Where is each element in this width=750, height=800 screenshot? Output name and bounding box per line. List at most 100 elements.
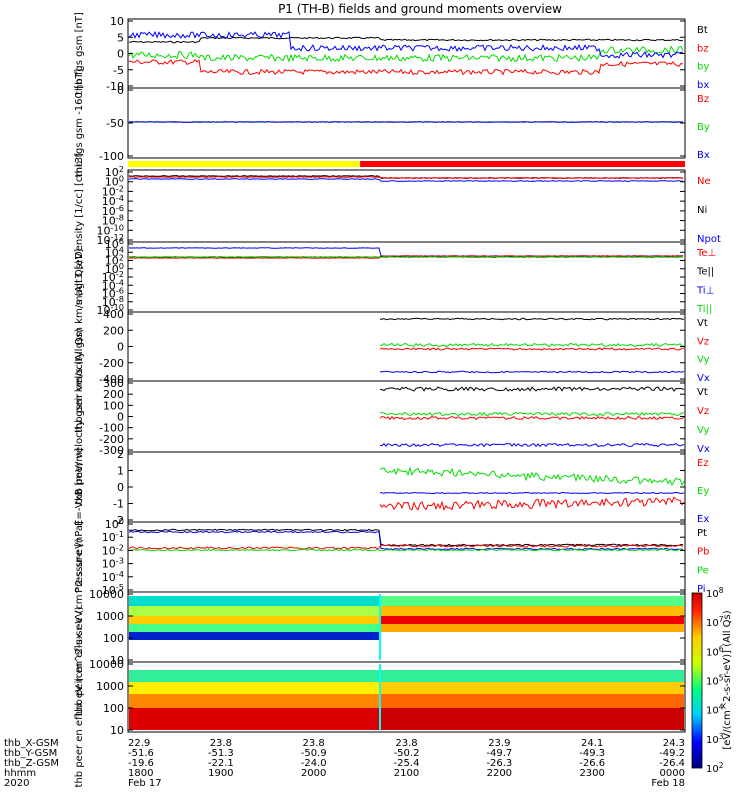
colorbar-tick: 108 bbox=[706, 586, 724, 600]
legend-Pt: Pt bbox=[697, 528, 707, 539]
heatmap-band bbox=[380, 694, 684, 708]
y-axis-label: magt3 [eV] bbox=[74, 249, 85, 306]
panel-10: 10000 1000 100 10 thb peir en eflux eV (cm^2… bbox=[74, 538, 686, 716]
heatmap-band bbox=[129, 616, 380, 624]
legend-Pb: Pb bbox=[697, 547, 709, 558]
trace-red bbox=[128, 176, 683, 179]
y-tick-label: 10 bbox=[110, 724, 124, 737]
x-tick-value: 1900 bbox=[208, 768, 233, 779]
x-tick-value: 1800 bbox=[128, 768, 153, 779]
trace-black bbox=[128, 36, 684, 44]
y-tick-label: 300 bbox=[103, 377, 124, 390]
x-tick-value: -19.6 bbox=[128, 758, 154, 769]
y-tick-label: -50 bbox=[106, 117, 124, 130]
x-axis-table: thb_X-GSM 22.9 23.8 23.8 23.8 23.9 24.1 24.3 thb… bbox=[4, 738, 685, 789]
legend-Bz: Bz bbox=[697, 94, 709, 105]
trace-blue bbox=[128, 178, 684, 182]
colorbar-label: [eV/(cm^2-s-sr-eV)] (All Qs) bbox=[722, 610, 733, 749]
legend-Ti||: Ti|| bbox=[696, 304, 712, 315]
figure-title: P1 (TH-B) fields and ground moments over… bbox=[278, 2, 562, 16]
legend-Vz: Vz bbox=[697, 336, 709, 347]
x-tick-value: -49.2 bbox=[659, 748, 685, 759]
x-year: 2020 bbox=[4, 778, 29, 789]
colorbar-tick: 102 bbox=[706, 761, 724, 775]
trace-red bbox=[379, 347, 685, 351]
y-tick-label: 0 bbox=[117, 411, 124, 424]
y-tick-label: -100 bbox=[99, 150, 124, 163]
legend-Vt: Vt bbox=[697, 318, 708, 329]
state-bar-yellow bbox=[128, 161, 361, 167]
legend-Ti⊥: Ti⊥ bbox=[696, 285, 714, 296]
y-axis-label: Pressure [nPa] bbox=[74, 521, 85, 593]
trace-black bbox=[379, 317, 685, 321]
y-tick-label: 5 bbox=[117, 31, 124, 44]
x-tick-value: 0000 bbox=[660, 768, 685, 779]
x-tick-value: -26.6 bbox=[579, 758, 605, 769]
x-tick-value: -24.0 bbox=[301, 758, 327, 769]
legend-Vx: Vx bbox=[697, 444, 710, 455]
y-tick-label: -200 bbox=[99, 357, 124, 370]
heatmap-band bbox=[129, 624, 380, 632]
heatmap-band bbox=[129, 682, 380, 694]
legend-Bx: Bx bbox=[697, 150, 710, 161]
legend-bz: bz bbox=[697, 43, 709, 54]
trace-blue bbox=[128, 530, 684, 551]
panel-11: 10000 1000 100 10 thb peer en eflux eV (cm^2… bbox=[74, 606, 686, 787]
y-tick-label: 0 bbox=[117, 48, 124, 61]
heatmap-band bbox=[129, 670, 380, 682]
y-axis-label: thb peer velocity gsm km/s (All Qs) bbox=[74, 328, 85, 504]
y-tick-label: 2 bbox=[117, 448, 124, 461]
y-axis-label: thb peir en eflux eV (cm^2-s-sr-eV) bbox=[74, 538, 85, 716]
x-tick-value: 2200 bbox=[487, 768, 512, 779]
y-tick-label: 1000 bbox=[96, 680, 124, 693]
x-tick-value: 2300 bbox=[579, 768, 604, 779]
legend-Ey: Ey bbox=[697, 486, 709, 497]
trace-red bbox=[128, 544, 684, 550]
y-axis-label: thb fgs gsm [nT] bbox=[74, 12, 85, 95]
y-tick-label: 10000 bbox=[89, 588, 124, 601]
x-tick-value: 23.9 bbox=[488, 738, 510, 749]
x-tick-value: 23.8 bbox=[210, 738, 232, 749]
trace-green bbox=[128, 45, 684, 63]
y-tick-label: 100 bbox=[103, 632, 124, 645]
legend-Vy: Vy bbox=[697, 425, 710, 436]
panel-frame bbox=[127, 241, 686, 313]
x-row-label: thb_Y-GSM bbox=[4, 748, 57, 759]
heatmap-band bbox=[380, 682, 684, 694]
panel-frame bbox=[127, 18, 686, 89]
legend-Ne: Ne bbox=[697, 176, 711, 187]
y-tick-label: 10000 bbox=[89, 658, 124, 671]
panel-6: 400 200 0 -200 -400 thb peir velocity gsm km/… bbox=[74, 260, 710, 433]
panel-1: 10 5 0 -5 -10 thb fgs gsm [nT] Bt bz by bx bbox=[74, 12, 709, 95]
x-tick-value: -50.2 bbox=[394, 748, 420, 759]
y-tick-label: 0 bbox=[117, 341, 124, 354]
x-tick-value: 24.1 bbox=[581, 738, 603, 749]
y-tick-label: -100 bbox=[99, 422, 124, 435]
x-tick-value: 23.8 bbox=[303, 738, 325, 749]
heatmap-band bbox=[380, 624, 684, 632]
heatmap-band bbox=[129, 606, 380, 616]
x-tick-value: 2100 bbox=[394, 768, 419, 779]
y-tick-label: -2 bbox=[113, 514, 124, 527]
trace-black bbox=[379, 386, 685, 392]
trace-green bbox=[379, 466, 685, 487]
legend-Npot: Npot bbox=[697, 234, 721, 245]
x-tick-value: -49.3 bbox=[579, 748, 605, 759]
y-axis-label: thb peer en eflux eV (cm^2-s-sr-eV) bbox=[74, 606, 85, 787]
colorbar-gradient bbox=[691, 592, 703, 769]
y-axis-label: E=-VxB [mV/m] bbox=[74, 448, 85, 526]
trace-blue bbox=[380, 491, 685, 495]
legend-Te⊥: Te⊥ bbox=[696, 248, 716, 259]
trace-red bbox=[379, 415, 685, 421]
x-tick-value: -26.3 bbox=[486, 758, 512, 769]
y-tick-label: 10 bbox=[110, 654, 124, 667]
panel-frame bbox=[127, 380, 686, 453]
x-date_start: Feb 17 bbox=[128, 778, 162, 789]
y-tick-label: 0 bbox=[117, 481, 124, 494]
legend-Ez: Ez bbox=[697, 458, 709, 469]
x-tick-value: -50.9 bbox=[301, 748, 327, 759]
heatmap-band bbox=[129, 694, 380, 708]
legend-Te||: Te|| bbox=[696, 267, 714, 278]
legend-by: by bbox=[697, 62, 709, 73]
